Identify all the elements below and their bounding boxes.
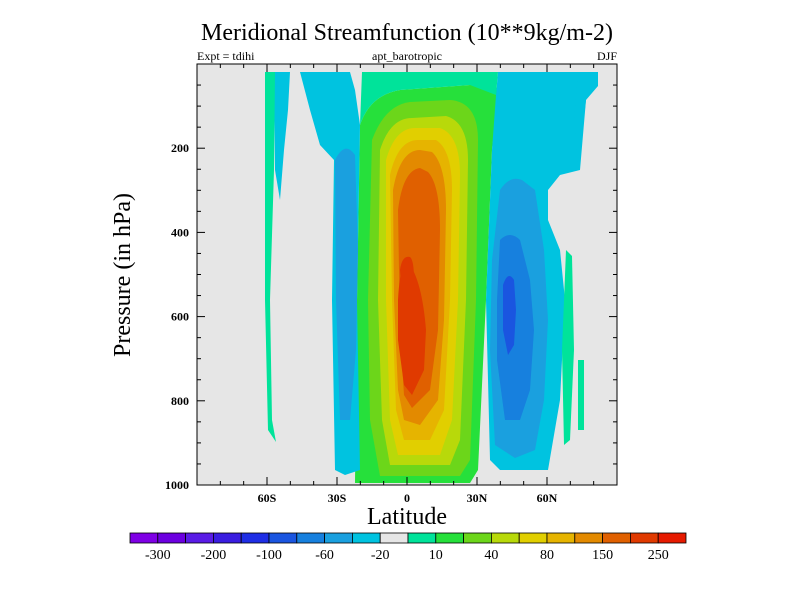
contour-level-10-south <box>265 72 276 442</box>
legend-swatch <box>574 532 603 544</box>
legend-swatch <box>379 532 409 544</box>
contour-level-10-top <box>360 72 498 125</box>
experiment-label: Expt = tdihi <box>197 49 255 63</box>
contour-high-lat-south <box>274 72 290 200</box>
chart-title: Meridional Streamfunction (10**9kg/m-2) <box>201 20 613 46</box>
x-axis: 60S 30S 0 30N 60N <box>219 64 595 505</box>
legend-swatch <box>296 532 325 544</box>
contour-level-10-north <box>562 250 574 445</box>
legend-label: 40 <box>484 548 498 563</box>
x-axis-label: Latitude <box>367 504 447 530</box>
y-tick-label: 400 <box>171 225 189 239</box>
plot-area: 60S 30S 0 30N 60N 200 400 600 800 1000 <box>165 63 618 505</box>
contour-level-10-north-b <box>578 360 584 430</box>
legend-swatch <box>435 532 464 544</box>
legend-label: -60 <box>315 548 334 563</box>
legend-label: -200 <box>201 548 227 563</box>
legend-swatch <box>463 532 492 544</box>
season-label: DJF <box>597 49 617 63</box>
legend-swatch <box>212 532 242 544</box>
legend-swatch <box>157 532 187 544</box>
legend-label: 150 <box>592 548 613 563</box>
weak-positive-contours <box>265 72 584 445</box>
negative-cell-north-contours <box>486 72 598 470</box>
legend-swatch <box>407 532 437 544</box>
variable-label: apt_barotropic <box>372 49 442 63</box>
legend-swatch <box>602 532 631 544</box>
minor-y-ticks <box>197 84 617 465</box>
y-tick-label: 800 <box>171 394 189 408</box>
y-tick-label: 1000 <box>165 478 189 492</box>
legend-label: 10 <box>429 548 443 563</box>
x-tick-label: 60N <box>537 491 558 505</box>
legend-swatch <box>630 532 659 544</box>
legend-swatch <box>518 532 548 544</box>
legend-swatch <box>268 532 298 544</box>
y-axis: 200 400 600 800 1000 <box>165 141 617 492</box>
legend-swatch <box>490 532 520 544</box>
legend-label: -300 <box>145 548 171 563</box>
legend-swatch <box>351 532 381 544</box>
legend-label: -100 <box>256 548 282 563</box>
legend-swatch <box>546 532 576 544</box>
contour-level-neg60 <box>503 276 516 355</box>
legend-swatch <box>129 532 159 544</box>
legend-swatch <box>657 532 687 544</box>
legend-swatch <box>185 532 214 544</box>
x-tick-label: 30N <box>467 491 488 505</box>
x-tick-label: 30S <box>328 491 347 505</box>
negative-cell-south-contours <box>274 72 590 475</box>
x-tick-label: 60S <box>258 491 277 505</box>
legend-label: 250 <box>648 548 669 563</box>
contour-level-250-lower <box>398 262 426 395</box>
x-tick-label: 0 <box>404 491 410 505</box>
legend-swatch <box>240 532 270 544</box>
contour-level-neg20-south <box>335 148 358 421</box>
legend-label: -20 <box>371 548 390 563</box>
positive-cell-contours <box>355 82 499 483</box>
y-tick-label: 200 <box>171 141 189 155</box>
legend-label: 80 <box>540 548 554 563</box>
y-axis-label: Pressure (in hPa) <box>110 193 136 357</box>
color-legend: -300 -200 -100 -60 -20 10 40 80 150 250 <box>129 532 687 563</box>
legend-swatch <box>324 532 353 544</box>
contour-high-lat-north <box>574 72 590 170</box>
y-tick-label: 600 <box>171 310 189 324</box>
